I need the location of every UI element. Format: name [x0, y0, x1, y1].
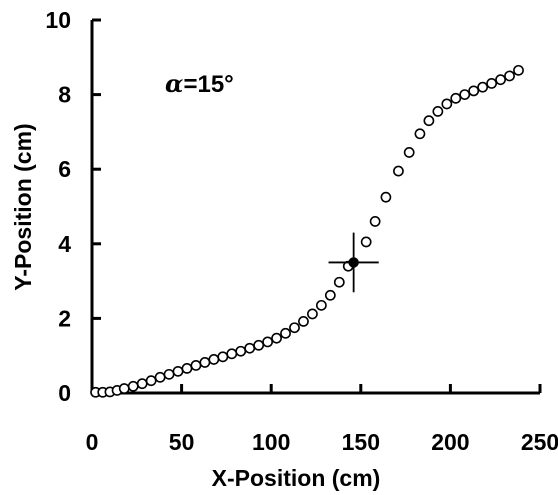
data-point — [298, 315, 309, 327]
data-point — [432, 105, 444, 117]
data-point — [172, 365, 184, 377]
data-point — [450, 92, 462, 104]
data-point — [477, 81, 489, 93]
data-point — [118, 383, 130, 394]
x-tick-label: 200 — [431, 429, 469, 455]
data-point — [190, 359, 202, 371]
data-point — [289, 322, 300, 334]
data-point — [441, 98, 453, 110]
data-point — [199, 357, 211, 368]
data-point — [181, 362, 193, 374]
x-tick-label: 150 — [342, 429, 380, 455]
data-point — [403, 147, 415, 158]
angle-value: =15° — [183, 71, 233, 98]
data-point — [486, 78, 498, 89]
x-axis-title: X-Position (cm) — [212, 465, 381, 491]
data-points — [90, 64, 524, 398]
data-point — [271, 332, 282, 344]
data-point — [145, 375, 157, 387]
data-point — [226, 348, 238, 360]
data-point — [315, 299, 327, 311]
x-ticks: 0 50 100 150 200 250 — [86, 384, 558, 455]
data-point — [127, 380, 139, 392]
data-point — [280, 327, 291, 339]
data-point — [459, 89, 471, 100]
y-axis-title: Y-Position (cm) — [10, 123, 36, 290]
data-point — [136, 378, 148, 390]
x-tick-label: 250 — [521, 429, 558, 455]
data-point — [217, 351, 229, 363]
data-point — [333, 276, 345, 288]
data-point — [414, 128, 426, 140]
data-point — [360, 236, 372, 248]
angle-annotation: α=15° — [165, 69, 234, 98]
y-tick-label: 0 — [58, 380, 71, 406]
y-tick-label: 2 — [58, 305, 71, 331]
highlight-point — [348, 257, 359, 268]
x-tick-label: 50 — [169, 429, 195, 455]
data-point — [208, 354, 220, 365]
x-tick-label: 0 — [86, 429, 99, 455]
highlighted-point — [328, 232, 379, 293]
data-point — [253, 339, 265, 351]
y-tick-label: 10 — [45, 7, 71, 33]
data-point — [244, 342, 256, 354]
data-point — [423, 115, 435, 127]
y-ticks: 0 2 4 6 8 10 — [45, 7, 101, 406]
data-point — [369, 216, 381, 227]
data-point — [468, 85, 480, 97]
y-tick-label: 8 — [58, 82, 71, 108]
data-point — [504, 70, 515, 82]
data-point — [307, 308, 318, 320]
data-point — [495, 74, 506, 86]
data-point — [513, 64, 524, 76]
data-point — [324, 289, 336, 301]
data-point — [154, 371, 166, 383]
y-tick-label: 6 — [58, 156, 71, 182]
alpha-symbol: α — [165, 69, 183, 98]
data-point — [262, 336, 274, 348]
data-point — [393, 165, 404, 177]
axes — [90, 20, 540, 395]
y-tick-label: 4 — [58, 231, 71, 257]
data-point — [380, 191, 392, 203]
data-point — [235, 345, 247, 357]
data-point — [163, 368, 175, 380]
x-tick-label: 100 — [252, 429, 290, 455]
